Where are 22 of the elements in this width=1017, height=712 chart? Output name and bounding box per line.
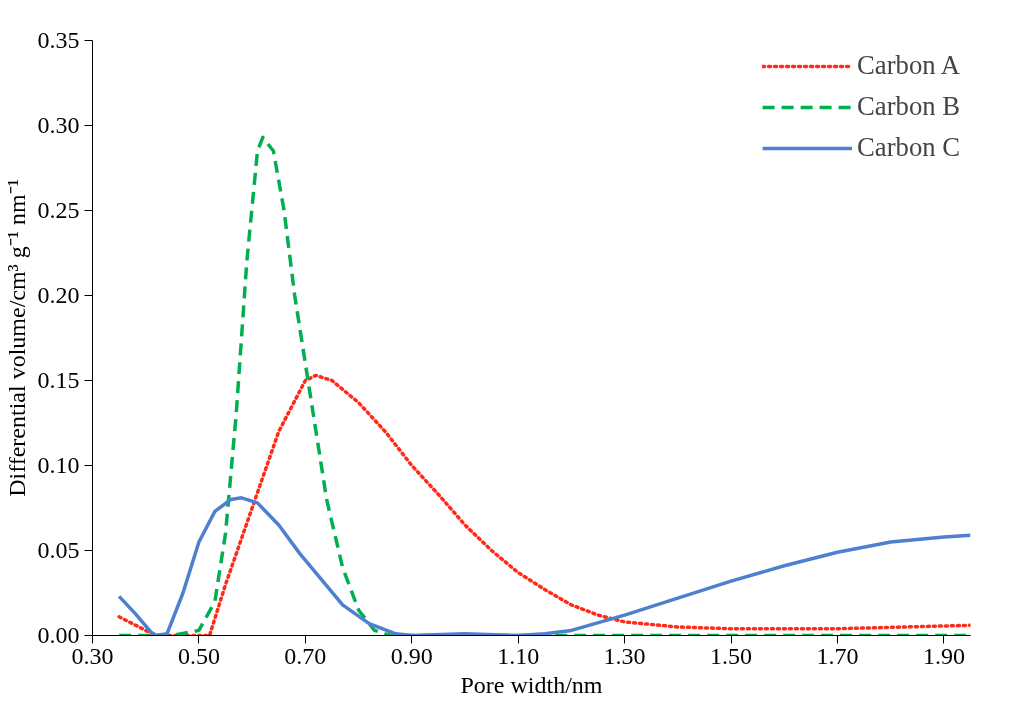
y-tick-label: 0.25 — [37, 197, 80, 223]
x-tick-label: 0.50 — [177, 642, 220, 669]
x-tick-label: 1.50 — [710, 642, 753, 669]
y-tick-label: 0.35 — [37, 27, 80, 53]
legend-label: Carbon A — [857, 50, 960, 81]
y-tick-label: 0.30 — [37, 112, 80, 138]
x-tick-label: 1.30 — [603, 642, 646, 669]
y-tick-label: 0.15 — [37, 367, 80, 393]
y-tick-label: 0.20 — [37, 282, 80, 308]
legend-label: Carbon C — [857, 132, 960, 163]
x-tick-label: 0.70 — [284, 642, 327, 669]
line-series — [117, 373, 971, 636]
y-axis-title: Differential volume/cm³ g⁻¹ nm⁻¹ — [3, 179, 30, 497]
x-tick-label: 1.10 — [497, 642, 540, 669]
legend-label: Carbon B — [857, 91, 960, 122]
y-tick-label: 0.05 — [37, 537, 80, 563]
line-series — [117, 496, 971, 636]
x-tick-label: 0.90 — [390, 642, 433, 669]
y-tick-label: 0.10 — [37, 452, 80, 478]
x-tick-label: 1.70 — [816, 642, 859, 669]
x-tick-label: 1.90 — [922, 642, 965, 669]
x-axis-title: Pore width/nm — [460, 671, 603, 698]
